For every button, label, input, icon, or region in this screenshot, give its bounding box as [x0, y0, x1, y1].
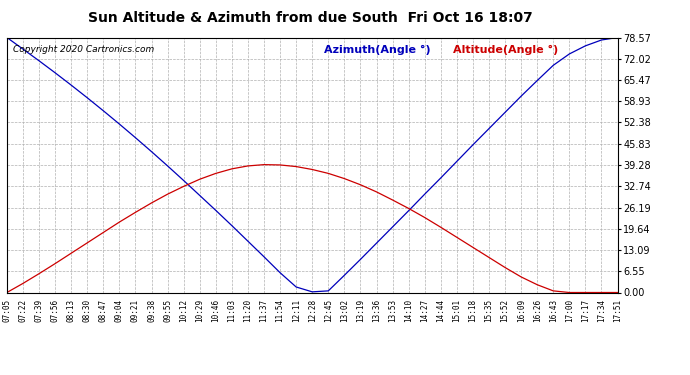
- Text: Sun Altitude & Azimuth from due South  Fri Oct 16 18:07: Sun Altitude & Azimuth from due South Fr…: [88, 11, 533, 25]
- Text: Altitude(Angle °): Altitude(Angle °): [453, 45, 558, 55]
- Text: Copyright 2020 Cartronics.com: Copyright 2020 Cartronics.com: [13, 45, 155, 54]
- Text: Azimuth(Angle °): Azimuth(Angle °): [324, 45, 431, 55]
